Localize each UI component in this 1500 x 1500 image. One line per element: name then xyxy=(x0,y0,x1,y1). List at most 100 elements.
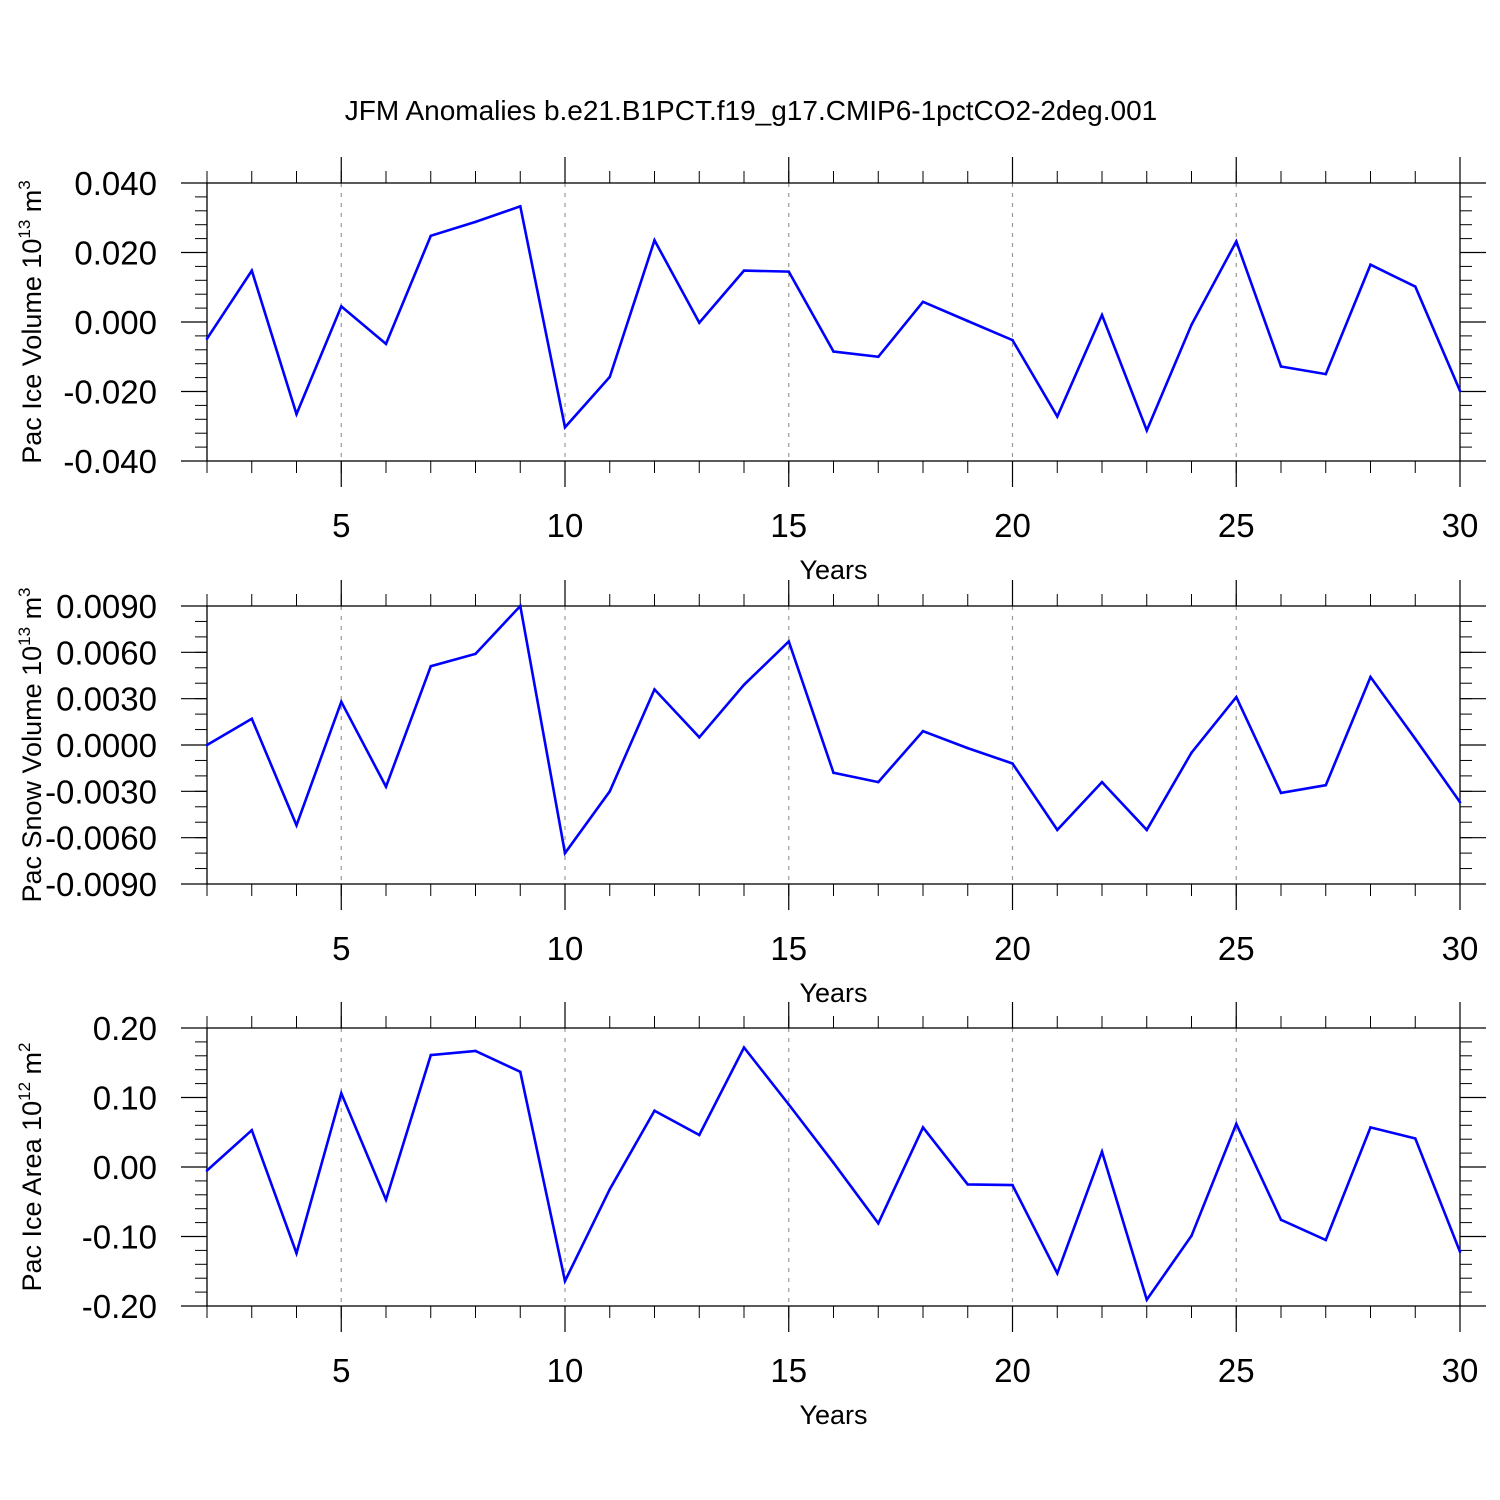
data-point xyxy=(921,1126,925,1129)
x-tick-label: 30 xyxy=(1442,1352,1479,1389)
data-point xyxy=(742,269,746,272)
data-point xyxy=(1324,372,1328,376)
y-axis-label: Pac Ice Area 1012 m2 xyxy=(15,1042,47,1291)
y-tick-label: 0.0030 xyxy=(56,681,157,718)
x-tick-label: 15 xyxy=(770,1352,807,1389)
data-point xyxy=(563,851,567,855)
chart-panel-3: 5 10 15 20 25 30 Years -0.20 -0.10 0.00 0.10 0.20 Pa… xyxy=(15,1002,1486,1430)
y-tick-label: -0.040 xyxy=(63,443,157,480)
data-point xyxy=(832,350,835,353)
chart-panels: 5 10 15 20 25 30 Years -0.040 -0.020 0.000 0.020 0.… xyxy=(15,157,1486,1430)
series-line xyxy=(205,204,1462,434)
x-axis-label: Years xyxy=(799,978,867,1008)
y-tick-label: -0.10 xyxy=(82,1219,157,1256)
data-point xyxy=(966,746,970,750)
data-point xyxy=(876,355,880,359)
data-point xyxy=(1413,1137,1417,1140)
data-point xyxy=(1234,695,1238,699)
data-point xyxy=(384,342,388,346)
data-point xyxy=(295,1251,298,1255)
x-tick-label: 25 xyxy=(1218,1352,1255,1389)
y-tick-label: -0.0090 xyxy=(45,866,157,903)
chart-panel-2: 5 10 15 20 25 30 Years -0.0090 -0.0060 -0.0030 0.0… xyxy=(15,580,1486,1008)
y-axis-label: Pac Ice Volume 1013 m3 xyxy=(15,180,47,464)
y-tick-label: -0.0030 xyxy=(45,773,157,810)
data-point xyxy=(697,735,701,739)
data-point xyxy=(295,824,298,827)
y-tick-label: 0.10 xyxy=(93,1080,157,1117)
x-tick-label: 30 xyxy=(1442,507,1479,544)
data-point xyxy=(1190,323,1193,327)
data-point xyxy=(339,305,343,308)
chart-panel-1: 5 10 15 20 25 30 Years -0.040 -0.020 0.000 0.020 0.… xyxy=(15,157,1486,585)
data-point xyxy=(339,700,343,704)
x-tick-label: 5 xyxy=(332,1352,350,1389)
data-point xyxy=(339,1092,343,1095)
data-point xyxy=(384,1198,388,1201)
x-tick-label: 10 xyxy=(547,930,584,967)
plot-frame xyxy=(206,605,1461,885)
x-tick-label: 15 xyxy=(770,507,807,544)
data-point xyxy=(1458,800,1462,804)
x-tick-label: 20 xyxy=(994,1352,1031,1389)
data-point xyxy=(787,1103,791,1106)
data-point xyxy=(429,664,433,668)
y-tick-label: 0.020 xyxy=(74,235,157,272)
data-point xyxy=(697,1133,701,1137)
data-point xyxy=(1324,783,1328,787)
data-point xyxy=(518,1070,522,1074)
y-tick-label: 0.00 xyxy=(93,1149,157,1186)
data-point xyxy=(921,300,925,304)
data-point xyxy=(608,375,612,379)
data-point xyxy=(295,412,298,416)
chart-title: JFM Anomalies b.e21.B1PCT.f19_g17.CMIP6-… xyxy=(345,95,1157,126)
x-tick-label: 5 xyxy=(332,507,350,544)
x-tick-label: 20 xyxy=(994,507,1031,544)
data-point xyxy=(518,204,522,208)
y-tick-label: -0.020 xyxy=(63,374,157,411)
data-point xyxy=(966,1183,970,1186)
data-point xyxy=(205,337,209,340)
data-point xyxy=(474,1049,477,1053)
data-point xyxy=(1011,338,1014,342)
data-point xyxy=(832,771,835,775)
y-tick-label: -0.0060 xyxy=(45,820,157,857)
x-tick-label: 25 xyxy=(1218,930,1255,967)
data-point xyxy=(1145,1298,1149,1302)
x-tick-label: 25 xyxy=(1218,507,1255,544)
x-tick-label: 10 xyxy=(547,507,584,544)
data-point xyxy=(429,1053,433,1057)
data-point xyxy=(250,717,254,721)
data-point xyxy=(787,640,791,643)
data-point xyxy=(1145,828,1149,832)
data-point xyxy=(1055,1272,1059,1275)
y-tick-label: 0.0090 xyxy=(56,588,157,625)
x-tick-label: 10 xyxy=(547,1352,584,1389)
data-point xyxy=(787,270,791,273)
data-point xyxy=(966,319,970,323)
data-point xyxy=(742,683,746,687)
data-point xyxy=(1234,1122,1238,1126)
data-point xyxy=(653,239,656,242)
x-tick-label: 30 xyxy=(1442,930,1479,967)
y-tick-label: 0.000 xyxy=(74,304,157,341)
data-point xyxy=(697,321,701,324)
data-point xyxy=(429,234,433,238)
data-point xyxy=(1369,675,1372,679)
data-point xyxy=(1279,1218,1283,1222)
data-point xyxy=(1413,285,1417,288)
data-point xyxy=(1234,240,1238,243)
data-point xyxy=(742,1046,746,1049)
data-point xyxy=(1324,1238,1328,1242)
x-tick-label: 20 xyxy=(994,930,1031,967)
x-tick-label: 15 xyxy=(770,930,807,967)
data-point xyxy=(1011,762,1014,765)
data-point xyxy=(876,780,880,784)
x-axis-label: Years xyxy=(799,1400,867,1430)
data-point xyxy=(1100,1150,1104,1154)
data-point xyxy=(1369,263,1372,266)
y-axis-label: Pac Snow Volume 1013 m3 xyxy=(15,587,47,902)
series-line xyxy=(206,1045,1462,1303)
data-point xyxy=(1413,737,1417,741)
